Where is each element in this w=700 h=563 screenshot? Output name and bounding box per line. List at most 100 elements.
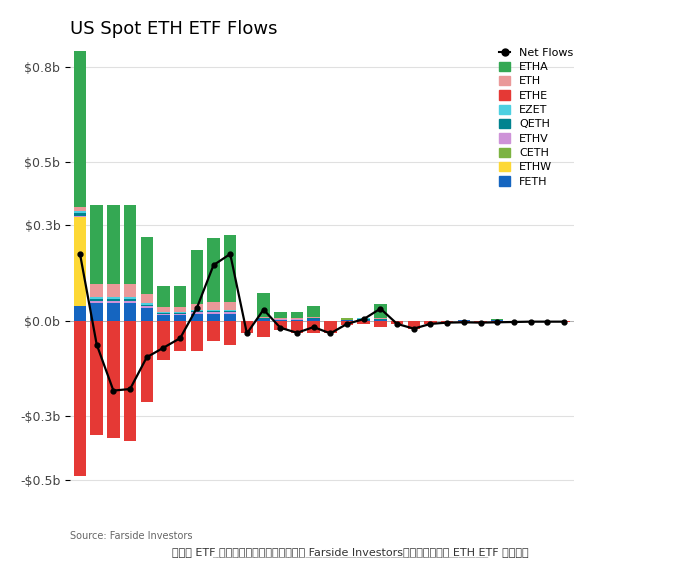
Bar [341, 321, 354, 325]
Bar [158, 321, 169, 360]
Bar [441, 321, 454, 323]
Bar [224, 314, 237, 321]
Bar [207, 238, 220, 302]
Bar [358, 318, 370, 319]
Bar [141, 306, 153, 308]
Bar [307, 319, 320, 321]
Bar [258, 293, 270, 317]
Bar [224, 311, 237, 312]
Bar [174, 313, 186, 314]
Bar [491, 321, 503, 323]
Bar [458, 321, 470, 323]
Bar [174, 307, 186, 312]
Bar [391, 321, 403, 324]
Bar [190, 310, 203, 311]
Bar [358, 320, 370, 321]
Bar [141, 303, 153, 305]
Bar [174, 287, 186, 307]
Bar [124, 301, 136, 303]
Bar [274, 320, 286, 321]
Bar [107, 321, 120, 438]
Bar [190, 311, 203, 312]
Bar [174, 315, 186, 321]
Bar [141, 308, 153, 321]
Bar [124, 297, 136, 299]
Bar [174, 314, 186, 315]
Bar [190, 312, 203, 314]
Bar [190, 303, 203, 310]
Bar [124, 299, 136, 301]
Bar [90, 297, 103, 299]
Bar [158, 287, 169, 307]
Bar [190, 321, 203, 351]
Bar [290, 318, 303, 319]
Bar [158, 314, 169, 315]
Bar [374, 303, 386, 318]
Bar [258, 321, 270, 337]
Bar [124, 205, 136, 284]
Bar [258, 319, 270, 321]
Bar [74, 321, 86, 476]
Legend: Net Flows, ETHA, ETH, ETHE, EZET, QETH, ETHV, CETH, ETHW, FETH: Net Flows, ETHA, ETH, ETHE, EZET, QETH, … [499, 47, 573, 187]
Bar [475, 321, 486, 323]
Bar [174, 321, 186, 351]
Bar [90, 299, 103, 301]
Bar [407, 321, 420, 329]
Bar [358, 319, 370, 320]
Bar [258, 317, 270, 319]
Bar [141, 236, 153, 294]
Text: _________________________________________________________________: ________________________________________… [212, 549, 488, 558]
Bar [107, 284, 120, 297]
Bar [307, 321, 320, 333]
Bar [290, 321, 303, 333]
Bar [90, 303, 103, 321]
Bar [74, 207, 86, 212]
Bar [158, 313, 169, 314]
Bar [424, 321, 437, 324]
Bar [74, 213, 86, 216]
Bar [107, 299, 120, 301]
Bar [74, 216, 86, 217]
Bar [124, 284, 136, 297]
Bar [141, 321, 153, 402]
Bar [158, 315, 169, 321]
Bar [207, 312, 220, 314]
Bar [107, 303, 120, 321]
Bar [141, 294, 153, 303]
Bar [224, 312, 237, 314]
Bar [274, 318, 286, 319]
Bar [374, 318, 386, 319]
Bar [158, 307, 169, 312]
Bar [358, 321, 370, 324]
Bar [374, 321, 386, 327]
Bar [190, 314, 203, 321]
Bar [207, 314, 220, 321]
Text: 以太坊 ETF 流量大幅放缓。｜资料来源： Farside Investors提供的美国现货 ETH ETF 流量数据: 以太坊 ETF 流量大幅放缓。｜资料来源： Farside Investors提… [172, 547, 528, 557]
Bar [141, 305, 153, 306]
Bar [74, 29, 86, 207]
Bar [124, 303, 136, 321]
Bar [274, 321, 286, 330]
Bar [207, 310, 220, 311]
Bar [224, 235, 237, 302]
Text: Source: Farside Investors: Source: Farside Investors [70, 531, 192, 541]
Bar [207, 302, 220, 310]
Bar [341, 320, 354, 321]
Bar [158, 312, 169, 313]
Bar [90, 205, 103, 284]
Bar [190, 249, 203, 303]
Bar [290, 312, 303, 318]
Bar [90, 284, 103, 297]
Bar [74, 306, 86, 321]
Bar [307, 317, 320, 319]
Bar [224, 321, 237, 345]
Bar [90, 301, 103, 303]
Bar [290, 320, 303, 321]
Bar [508, 321, 520, 322]
Bar [341, 318, 354, 320]
Bar [124, 321, 136, 441]
Bar [174, 312, 186, 313]
Bar [74, 217, 86, 306]
Bar [207, 311, 220, 312]
Bar [107, 205, 120, 284]
